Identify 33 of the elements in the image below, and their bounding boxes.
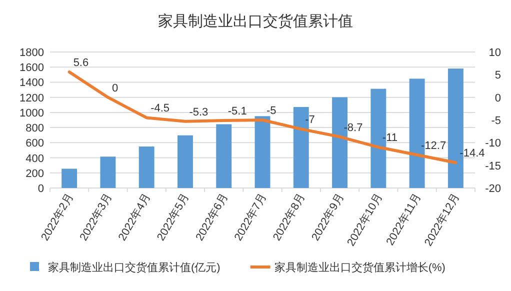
y2-tick-label: -5 [491, 115, 501, 127]
y2-tick-label: -15 [485, 160, 501, 172]
data-label: -5.3 [189, 106, 208, 118]
y-tick-label: 600 [26, 138, 44, 150]
y-tick-label: 1600 [20, 62, 44, 74]
y-tick-label: 400 [26, 152, 44, 165]
y-tick-label: 1800 [20, 47, 44, 59]
data-label: -4.5 [150, 102, 170, 115]
y-tick-label: 1200 [20, 92, 44, 104]
legend-label: 家具制造业出口交货值累计增长(%) [274, 261, 446, 274]
y-tick-label: 200 [26, 168, 44, 180]
bar [138, 146, 154, 188]
bar [100, 156, 116, 188]
data-label: -5.1 [228, 105, 247, 118]
y-tick-label: 800 [26, 122, 44, 135]
chart-title: 家具制造业出口交货值累计值 [158, 13, 353, 30]
data-label: 0 [112, 82, 118, 94]
y-tick-label: 0 [38, 183, 44, 195]
data-label: -5 [266, 105, 276, 117]
y-tick-label: 1400 [20, 77, 44, 90]
y2-tick-label: 0 [494, 92, 501, 104]
y2-tick-label: -20 [485, 183, 501, 195]
line-series [68, 70, 458, 164]
data-label: 5.6 [73, 56, 89, 69]
legend-label: 家具制造业出口交货值累计值(亿元) [48, 261, 220, 274]
bar [62, 168, 78, 188]
y2-tick-label: 5 [494, 70, 501, 82]
y-tick-label: 1000 [20, 107, 44, 120]
bar [178, 135, 193, 188]
bar [216, 124, 232, 188]
y2-tick-label: 10 [488, 47, 501, 59]
bar [254, 116, 270, 188]
y2-tick-label: -10 [485, 138, 501, 150]
